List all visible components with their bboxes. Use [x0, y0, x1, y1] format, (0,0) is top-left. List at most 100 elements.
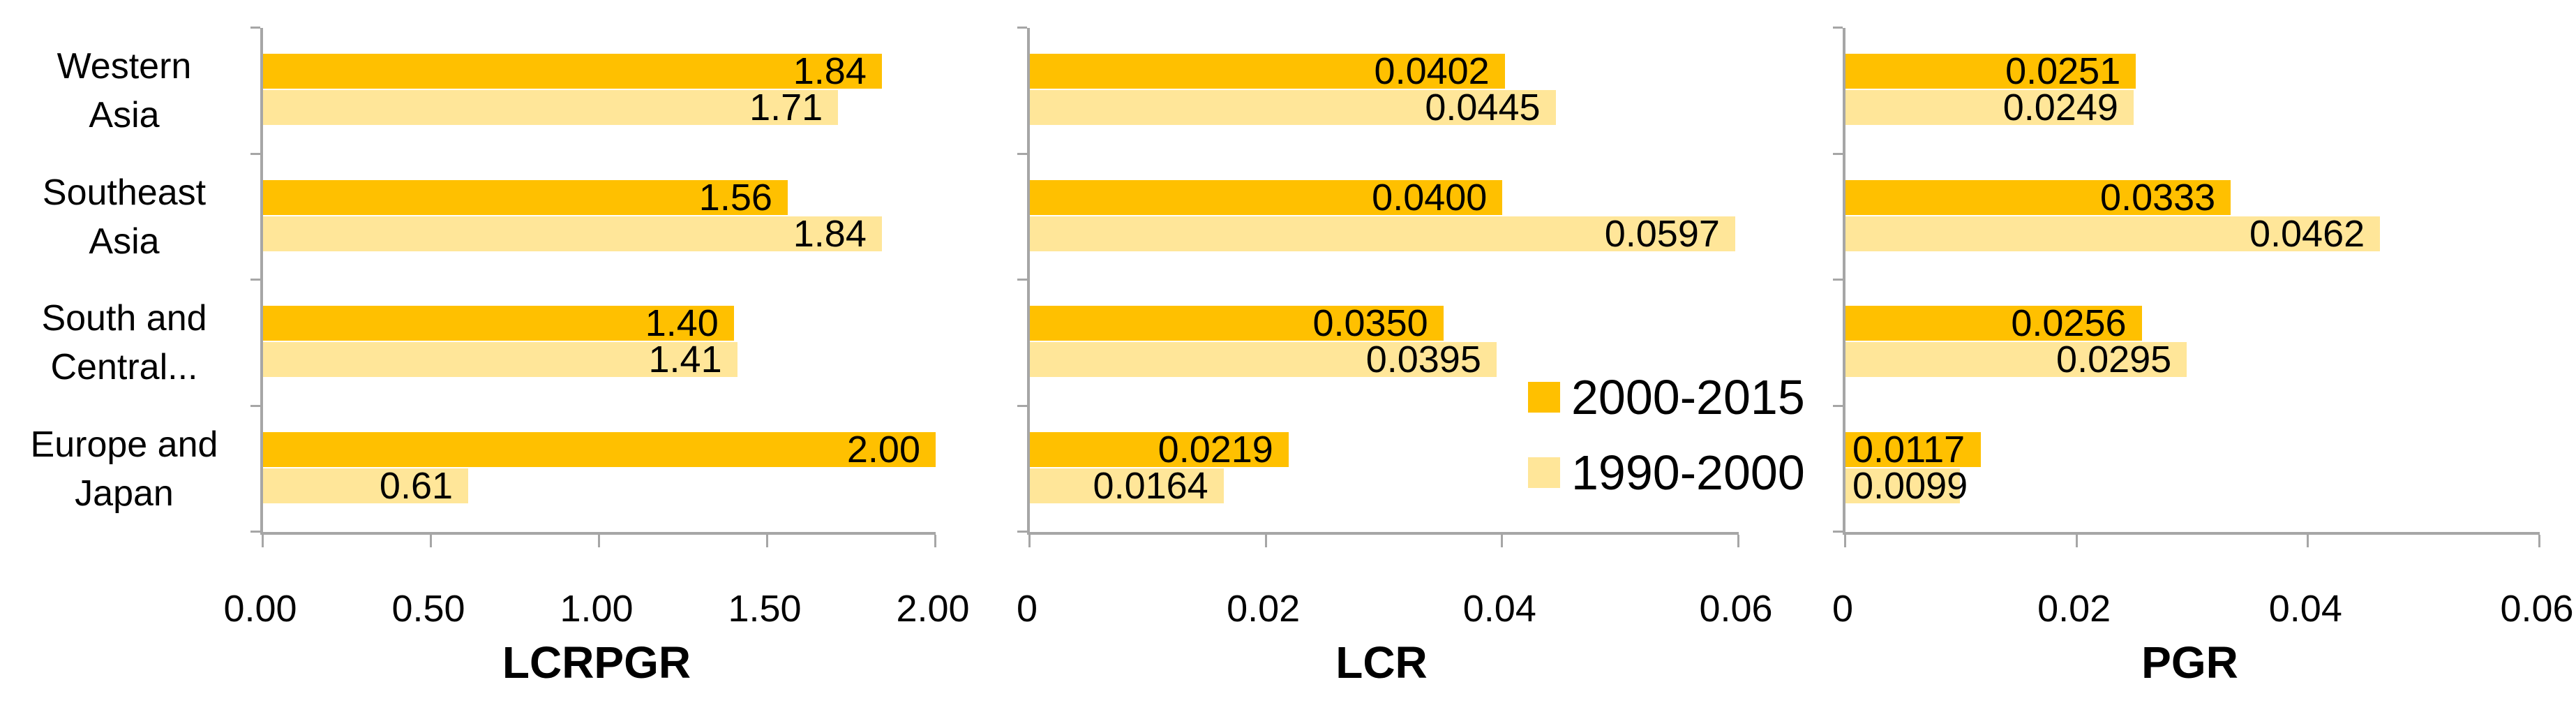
value-label: 1.41 — [648, 339, 722, 380]
bar-2000-2015: 0.0402 — [1030, 52, 1505, 90]
value-label: 2.00 — [846, 428, 920, 471]
value-label: 0.0219 — [1158, 428, 1273, 471]
y-axis-tick — [250, 404, 260, 407]
bar-2000-2015: 0.0333 — [1845, 176, 2231, 219]
category-label: Europe and Japan — [0, 406, 248, 533]
value-label: 0.0117 — [1852, 428, 1965, 471]
x-axis-tick — [430, 535, 432, 547]
axis-title-lcrpgr: LCRPGR — [502, 637, 691, 688]
value-label: 0.0333 — [2100, 176, 2216, 219]
bar-2000-2015: 1.56 — [263, 176, 788, 219]
value-label: 0.0295 — [2056, 339, 2172, 380]
bar-group: 0.0117 0.0099 — [1845, 406, 2540, 533]
x-tick-label: 0.50 — [391, 588, 465, 630]
category-label-line: Western — [57, 46, 192, 87]
x-axis-tick — [2307, 535, 2309, 547]
value-label: 0.0251 — [2005, 50, 2121, 92]
bar-2000-2015: 0.0251 — [1845, 50, 2136, 92]
legend-item-1990-2000: 1990-2000 — [1528, 447, 1805, 498]
value-label: 0.0164 — [1093, 464, 1208, 507]
category-label-line: Japan — [75, 473, 174, 514]
legend-label-1990-2000: 1990-2000 — [1571, 445, 1805, 500]
legend-swatch-2000-2015-icon — [1528, 382, 1560, 413]
y-axis-tick — [1017, 27, 1027, 29]
category-label-line: Asia — [89, 221, 160, 262]
y-axis-tick — [1833, 279, 1843, 281]
category-label-line: Europe and — [30, 424, 218, 465]
value-label: 1.84 — [793, 212, 867, 255]
value-label: 0.0249 — [2002, 87, 2118, 128]
value-label: 0.0350 — [1312, 302, 1428, 344]
bar-2000-2015: 1.84 — [263, 52, 882, 90]
bar-2000-2015: 0.0219 — [1030, 428, 1289, 471]
bar-1990-2000: 0.0597 — [1030, 212, 1735, 255]
legend-swatch-1990-2000-icon — [1528, 457, 1560, 488]
y-axis-tick — [1017, 279, 1027, 281]
bar-group: 2.00 0.61 — [263, 406, 936, 533]
legend-item-2000-2015: 2000-2015 — [1528, 372, 1805, 422]
x-axis-tick — [1737, 535, 1739, 547]
x-tick-label: 1.50 — [728, 588, 802, 630]
plot-area-lcrpgr: 1.84 1.71 1.56 1.84 1.40 1.41 2.00 0.61 — [250, 27, 936, 547]
category-label: Western Asia — [0, 28, 248, 154]
bar-2000-2015: 1.40 — [263, 304, 734, 342]
bar-2000-2015: 0.0400 — [1030, 176, 1503, 219]
value-label: 0.0395 — [1365, 339, 1481, 380]
category-axis-labels: Western Asia Southeast Asia South and Central… — [0, 28, 248, 532]
x-axis-tick — [2075, 535, 2078, 547]
chart-panel-pgr: 0.0251 0.0249 0.0333 0.0462 0.0256 0.0295 0.01… — [1832, 27, 2574, 687]
bar-1990-2000: 0.61 — [263, 464, 469, 507]
x-tick-label: 0.04 — [1462, 588, 1536, 630]
bar-1990-2000: 0.0295 — [1845, 339, 2187, 380]
x-tick-label: 0.06 — [2500, 588, 2574, 630]
y-axis-tick — [1017, 152, 1027, 155]
x-tick-label: 1.00 — [560, 588, 634, 630]
y-axis-tick — [1833, 27, 1843, 29]
bar-group: 0.0219 0.0164 — [1030, 406, 1739, 533]
plot-area-lcr: 0.0402 0.0445 0.0400 0.0597 0.0350 0.0395 0.02… — [1017, 27, 1739, 547]
y-axis-tick — [1833, 404, 1843, 407]
legend: 2000-2015 1990-2000 — [1528, 372, 1805, 498]
x-axis-tick — [1264, 535, 1267, 547]
bar-1990-2000: 0.0164 — [1030, 464, 1224, 507]
value-label: 0.61 — [379, 464, 454, 507]
bar-group: 0.0402 0.0445 — [1030, 28, 1739, 154]
bar-1990-2000: 1.71 — [263, 89, 839, 126]
bar-group: 0.0256 0.0295 — [1845, 280, 2540, 406]
axis-title-pgr: PGR — [2141, 637, 2238, 688]
x-tick-label: 0.02 — [2037, 588, 2111, 630]
bar-group: 1.84 1.71 — [263, 28, 936, 154]
value-label: 0.0256 — [2011, 302, 2127, 344]
x-tick-label: 0 — [1016, 588, 1038, 630]
x-axis-tick — [1501, 535, 1504, 547]
value-label: 0.0597 — [1604, 212, 1720, 255]
y-axis-tick — [1017, 404, 1027, 407]
x-axis-tick — [598, 535, 600, 547]
category-label-line: South and — [41, 298, 207, 339]
bar-group: 0.0251 0.0249 — [1845, 28, 2540, 154]
x-axis-tick — [2538, 535, 2540, 547]
y-axis-tick — [250, 152, 260, 155]
bar-2000-2015: 0.0117 — [1845, 428, 1982, 471]
value-label: 0.0400 — [1372, 176, 1488, 219]
bar-group: 1.40 1.41 — [263, 280, 936, 406]
x-axis-tick-labels: 0 0.02 0.04 0.06 — [1832, 586, 2574, 631]
x-tick-label: 0.02 — [1227, 588, 1301, 630]
chart-panel-lcrpgr: 1.84 1.71 1.56 1.84 1.40 1.41 2.00 0.61 0.00 0.5… — [223, 27, 970, 687]
bar-1990-2000: 0.0462 — [1845, 212, 2381, 255]
category-label-line: Asia — [89, 95, 160, 136]
y-axis-tick — [1833, 531, 1843, 533]
bar-2000-2015: 0.0256 — [1845, 302, 2142, 344]
y-axis-tick — [1833, 152, 1843, 155]
value-label: 0.0445 — [1425, 87, 1541, 128]
value-label: 1.56 — [698, 176, 772, 219]
x-axis-tick — [262, 535, 264, 547]
axis-title-lcr: LCR — [1335, 637, 1428, 688]
x-axis-tick — [1028, 535, 1031, 547]
x-axis-tick — [934, 535, 936, 547]
value-label: 0.0462 — [2249, 212, 2365, 255]
legend-label-2000-2015: 2000-2015 — [1571, 370, 1805, 424]
bar-1990-2000: 0.0099 — [1845, 467, 1968, 505]
x-tick-label: 0.06 — [1699, 588, 1773, 630]
value-label: 0.0099 — [1852, 464, 1968, 507]
